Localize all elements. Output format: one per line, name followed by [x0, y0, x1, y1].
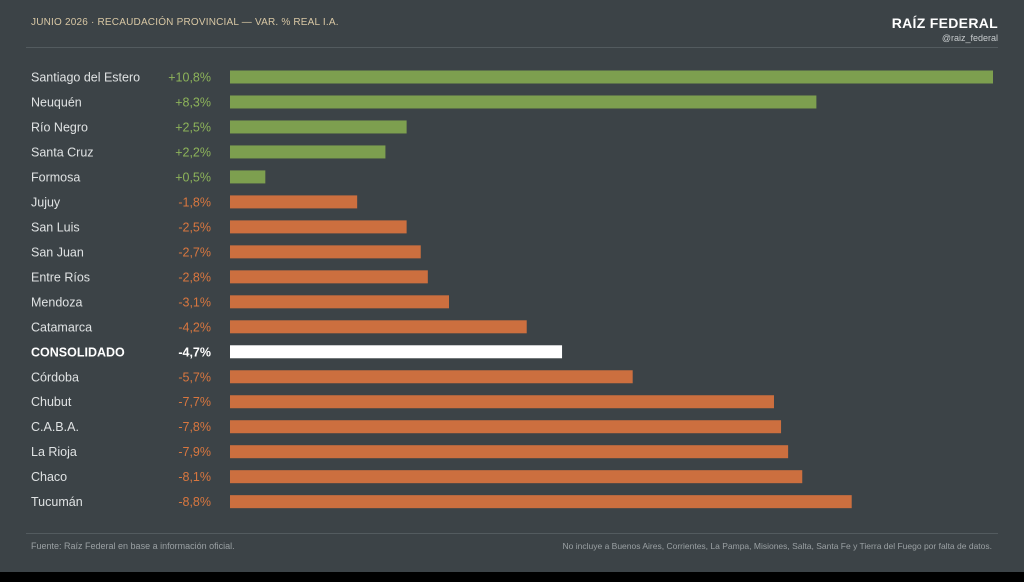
bar-chaco [230, 470, 803, 484]
bottom-border [0, 572, 1024, 582]
category-label-san-luis: San Luis [31, 220, 80, 234]
category-label-formosa: Formosa [31, 170, 80, 184]
category-label-mendoza: Mendoza [31, 295, 82, 309]
value-label-mendoza: -3,1% [178, 295, 211, 309]
brand-logo-text: RAÍZ FEDERAL [891, 15, 998, 31]
category-label-entre-rios: Entre Ríos [31, 270, 90, 284]
category-label-chubut: Chubut [31, 395, 72, 409]
value-label-tucuman: -8,8% [178, 495, 211, 509]
category-label-consolidado: CONSOLIDADO [31, 345, 125, 359]
bar-chart: Santiago del Estero +10,8% Neuquén +8,3% Río… [31, 70, 993, 509]
bar-santa-cruz [230, 145, 386, 159]
bar-c-a-b-a [230, 420, 782, 434]
value-label-chubut: -7,7% [178, 395, 211, 409]
value-label-c-a-b-a: -7,8% [178, 420, 211, 434]
bar-cordoba [230, 370, 633, 384]
value-label-la-rioja: -7,9% [178, 445, 211, 459]
bar-consolidado [230, 345, 563, 359]
chart-header: JUNIO 2026 · RECAUDACIÓN PROVINCIAL — VA… [0, 0, 1024, 48]
category-label-tucuman: Tucumán [31, 495, 83, 509]
bar-san-juan [230, 245, 421, 259]
bar-entre-rios [230, 270, 428, 284]
value-label-chaco: -8,1% [178, 470, 211, 484]
value-label-neuquen: +8,3% [175, 95, 211, 109]
bar-jujuy [230, 195, 358, 209]
value-label-cordoba: -5,7% [178, 370, 211, 384]
bar-chubut [230, 395, 774, 409]
value-label-formosa: +0,5% [175, 170, 211, 184]
bar-la-rioja [230, 445, 789, 459]
value-label-san-luis: -2,5% [178, 220, 211, 234]
bar-neuquen [230, 95, 817, 109]
value-label-consolidado: -4,7% [178, 345, 211, 359]
header-divider [26, 47, 998, 48]
bar-rio-negro [230, 120, 407, 134]
value-label-entre-rios: -2,8% [178, 270, 211, 284]
category-label-jujuy: Jujuy [31, 195, 61, 209]
footer-divider [26, 533, 998, 534]
category-label-cordoba: Córdoba [31, 370, 79, 384]
bar-formosa [230, 170, 266, 184]
bar-santiago-del-estero [230, 70, 993, 84]
exclusion-note: No incluye a Buenos Aires, Corrientes, L… [562, 541, 992, 551]
value-label-santa-cruz: +2,2% [175, 145, 211, 159]
category-label-la-rioja: La Rioja [31, 445, 77, 459]
category-label-chaco: Chaco [31, 470, 67, 484]
category-label-neuquen: Neuquén [31, 95, 82, 109]
category-label-c-a-b-a: C.A.B.A. [31, 420, 79, 434]
value-label-jujuy: -1,8% [178, 195, 211, 209]
brand-handle: @raiz_federal [941, 33, 998, 43]
bar-catamarca [230, 320, 527, 334]
bar-san-luis [230, 220, 407, 234]
category-label-santa-cruz: Santa Cruz [31, 145, 94, 159]
value-label-rio-negro: +2,5% [175, 120, 211, 134]
value-label-san-juan: -2,7% [178, 245, 211, 259]
category-label-santiago-del-estero: Santiago del Estero [31, 71, 140, 85]
source-note: Fuente: Raíz Federal en base a informaci… [31, 541, 235, 551]
category-label-rio-negro: Río Negro [31, 120, 88, 134]
bar-mendoza [230, 295, 450, 309]
category-label-san-juan: San Juan [31, 245, 84, 259]
chart-title: JUNIO 2026 · RECAUDACIÓN PROVINCIAL — VA… [31, 17, 339, 28]
bar-tucuman [230, 495, 852, 509]
value-label-catamarca: -4,2% [178, 320, 211, 334]
value-label-santiago-del-estero: +10,8% [168, 71, 211, 85]
category-label-catamarca: Catamarca [31, 320, 92, 334]
